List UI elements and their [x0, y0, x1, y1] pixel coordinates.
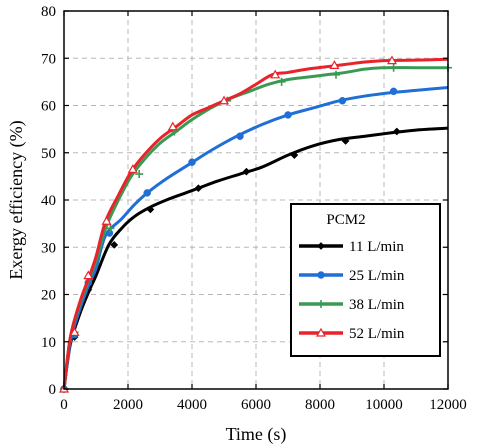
legend-item-38-l-min: 38 L/min: [299, 297, 405, 313]
legend-label: 52 L/min: [349, 326, 405, 342]
y-tick-label: 60: [41, 99, 56, 115]
x-tick-label: 0: [60, 397, 68, 413]
data-point-25-l-min: [389, 87, 398, 96]
data-point-11-l-min: [341, 136, 350, 145]
grid-lines: [64, 11, 448, 389]
data-point-38-l-min: [389, 63, 398, 72]
y-tick-label: 70: [41, 51, 56, 67]
data-point-52-l-min: [101, 216, 112, 225]
x-tick-label: 4000: [177, 397, 207, 413]
legend: PCM2 11 L/min 25 L/min 38 L/min 52 L/min: [290, 203, 441, 357]
y-tick-label: 50: [41, 146, 56, 162]
data-point-11-l-min: [392, 127, 401, 136]
data-point-11-l-min: [242, 167, 251, 176]
data-point-38-l-min: [277, 77, 286, 86]
y-tick-label: 0: [49, 382, 57, 398]
data-point-25-l-min: [188, 158, 196, 166]
legend-items: 11 L/min 25 L/min 38 L/min 52 L/min: [299, 239, 405, 342]
x-tick-label: 8000: [305, 397, 335, 413]
y-tick-label: 20: [41, 288, 56, 304]
data-point-38-l-min: [106, 224, 115, 233]
legend-item-25-l-min: 25 L/min: [299, 268, 405, 284]
legend-box: [290, 203, 441, 357]
data-point-52-l-min: [127, 164, 138, 173]
data-point-52-l-min: [270, 69, 281, 79]
data-point-11-l-min: [110, 240, 119, 249]
legend-marker: [315, 327, 327, 337]
legend-marker: [317, 242, 325, 250]
y-tick-label: 40: [41, 193, 56, 209]
legend-title: PCM2: [326, 212, 365, 228]
legend-label: 25 L/min: [349, 268, 405, 284]
data-point-25-l-min: [143, 189, 151, 197]
x-tick-label: 10000: [365, 397, 403, 413]
legend-item-52-l-min: 52 L/min: [299, 326, 405, 342]
data-point-52-l-min: [69, 327, 80, 336]
legend-label: 38 L/min: [349, 297, 405, 313]
data-point-52-l-min: [167, 121, 178, 131]
data-point-25-l-min: [284, 111, 292, 119]
series-52-l-min: [58, 55, 449, 393]
series-layer: [58, 55, 452, 393]
axis-ticks: 0 2000 4000 6000 8000 10000 12000 0 10 20 30 40 50 60…: [41, 4, 467, 413]
data-point-52-l-min: [218, 95, 230, 105]
x-tick-label: 2000: [113, 397, 143, 413]
x-tick-label: 12000: [429, 397, 467, 413]
y-axis-title: Exergy efficiency (%): [6, 120, 27, 279]
data-point-52-l-min: [386, 55, 398, 65]
data-point-25-l-min: [105, 229, 114, 237]
series-line-11-l-min: [62, 126, 449, 390]
y-tick-label: 80: [41, 4, 56, 20]
data-point-11-l-min: [194, 184, 203, 193]
y-tick-label: 30: [41, 240, 56, 256]
series-line-52-l-min: [62, 57, 449, 390]
data-point-38-l-min: [332, 70, 340, 79]
data-point-11-l-min: [146, 205, 155, 214]
legend-item-11-l-min: 11 L/min: [299, 239, 404, 255]
data-point-52-l-min: [83, 270, 94, 280]
x-axis-title: Time (s): [226, 424, 287, 445]
data-point-25-l-min: [338, 97, 347, 105]
legend-marker: [317, 300, 325, 308]
legend-label: 11 L/min: [349, 239, 404, 255]
data-point-38-l-min: [135, 170, 144, 179]
data-point-25-l-min: [236, 132, 244, 140]
x-tick-label: 6000: [241, 397, 271, 413]
legend-marker: [317, 271, 325, 279]
y-tick-label: 10: [41, 335, 56, 351]
data-point-52-l-min: [329, 60, 340, 69]
data-point-11-l-min: [290, 151, 299, 160]
